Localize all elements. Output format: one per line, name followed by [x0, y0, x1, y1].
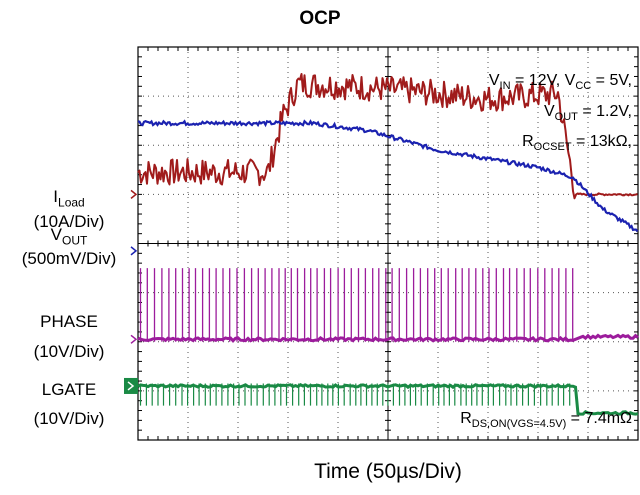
channel-label-phase: PHASE [40, 312, 98, 331]
phase-trace [137, 333, 639, 343]
lgate-ground-marker-arrow [127, 381, 135, 391]
annotation-vout: VOUT = 1.2V, [543, 103, 632, 124]
annotation-rocset: ROCSET = 13kΩ, [522, 133, 632, 154]
chart-title: OCP [299, 8, 341, 29]
lgate-ground-marker [124, 377, 138, 394]
iload-ground-marker [130, 189, 138, 199]
channel-scale-phase: (10V/Div) [33, 342, 105, 361]
channel-label-vout: VOUT [50, 225, 88, 248]
channel-scale-vout: (500mV/Div) [21, 249, 117, 268]
channel-scale-lgate: (10V/Div) [33, 409, 105, 428]
annotation-vin-vcc: VIN = 12V, VCC = 5V, [488, 72, 632, 93]
channel-label-iload: ILoad [53, 187, 85, 210]
phase-switching-pulses [139, 268, 574, 342]
lgate-switching-pulses [139, 383, 571, 406]
channel-label-lgate: LGATE [41, 380, 97, 399]
vout-ground-marker [130, 246, 138, 256]
iload-trace [137, 73, 638, 200]
channel-scale-iload: (10A/Div) [33, 212, 105, 231]
annotation-rdson: RDS,ON(VGS=4.5V) = 7.4mΩ [460, 410, 632, 431]
phase-ground-marker [130, 334, 138, 344]
vout-trace [137, 119, 639, 233]
x-axis-label: Time (50µs/Div) [314, 460, 462, 483]
